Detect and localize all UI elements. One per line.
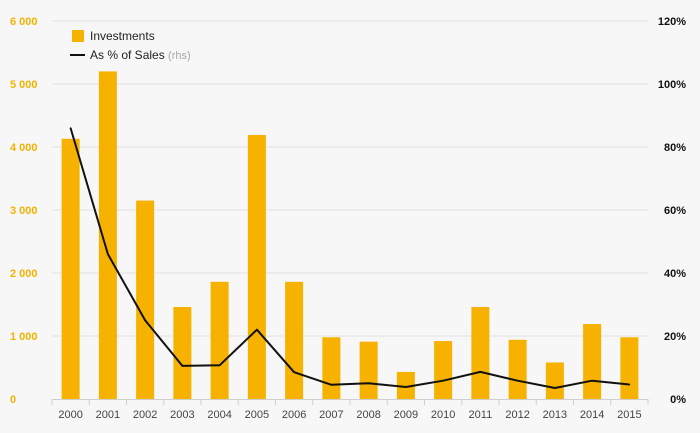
line-point-2007 [330,384,333,386]
x-tick-label: 2005 [245,409,269,421]
bar-2011 [471,307,490,399]
bar-2003 [173,307,192,399]
line-point-2002 [144,319,146,322]
left-tick-label: 5 000 [10,79,38,91]
bar-2004 [210,281,229,399]
right-tick-label: 40% [664,268,686,280]
line-point-2000 [69,127,72,129]
x-tick-label: 2000 [58,409,82,421]
bar-2012 [508,339,527,399]
x-tick-label: 2015 [617,409,641,421]
line-point-2011 [479,371,482,373]
line-point-2004 [218,364,221,367]
line-point-2005 [256,328,258,331]
x-axis: 2000 2001 2002 2003 2004 2005 2006 2007 2008 2009… [51,399,649,421]
line-point-2008 [367,382,370,385]
bar-2010 [434,341,453,399]
line-point-2003 [181,365,184,367]
x-tick-label: 2009 [394,409,418,421]
legend: Investments As % of Sales (rhs) [70,29,191,62]
bar-2001 [98,71,117,400]
left-axis: 0 1 000 2 000 3 000 4 000 5 000 6 000 [10,16,38,406]
line-point-2010 [442,379,444,382]
legend-label-investments: Investments [90,29,155,43]
right-tick-label: 60% [664,205,686,217]
investment-bars [61,71,639,400]
x-tick-label: 2013 [543,409,567,421]
x-tick-label: 2006 [282,409,306,421]
bar-2008 [359,341,378,399]
x-tick-label: 2001 [96,409,120,421]
right-tick-label: 100% [658,79,686,91]
left-tick-label: 0 [10,394,16,406]
x-tick-label: 2002 [133,409,157,421]
line-point-2014 [591,379,593,382]
bar-2007 [322,337,341,399]
right-tick-label: 0% [670,394,686,406]
right-tick-label: 20% [664,331,686,343]
bar-2015 [620,337,639,399]
legend-swatch-investments [72,30,84,42]
x-tick-label: 2010 [431,409,455,421]
bar-2014 [583,324,602,399]
x-tick-label: 2011 [469,409,493,421]
x-tick-label: 2014 [580,409,604,421]
line-point-2001 [107,253,109,255]
left-tick-label: 1 000 [10,331,38,343]
line-point-2009 [405,386,407,388]
x-tick-label: 2007 [319,409,343,421]
bar-2009 [396,371,415,399]
x-tick-label: 2008 [356,409,380,421]
line-point-2013 [554,387,556,389]
sales-share-polyline [69,127,630,389]
right-tick-label: 80% [664,142,686,154]
bar-2005 [247,135,266,399]
right-tick-label: 120% [658,16,686,28]
bar-2002 [136,200,155,399]
x-tick-label: 2012 [505,409,529,421]
x-tick-label: 2004 [207,409,231,421]
line-point-2012 [516,379,519,382]
line-point-2015 [628,383,631,386]
bar-2000 [61,138,80,399]
right-axis: 0% 20% 40% 60% 80% 100% 120% [658,16,686,406]
left-tick-label: 6 000 [10,16,38,28]
line-point-2006 [293,371,295,374]
left-tick-label: 4 000 [10,142,38,154]
left-tick-label: 3 000 [10,205,38,217]
bar-2006 [285,281,304,399]
left-tick-label: 2 000 [10,268,38,280]
sales-share-line [69,127,631,389]
bar-2013 [545,362,564,399]
legend-label-sales-share: As % of Sales (rhs) [90,48,191,62]
x-tick-label: 2003 [170,409,194,421]
